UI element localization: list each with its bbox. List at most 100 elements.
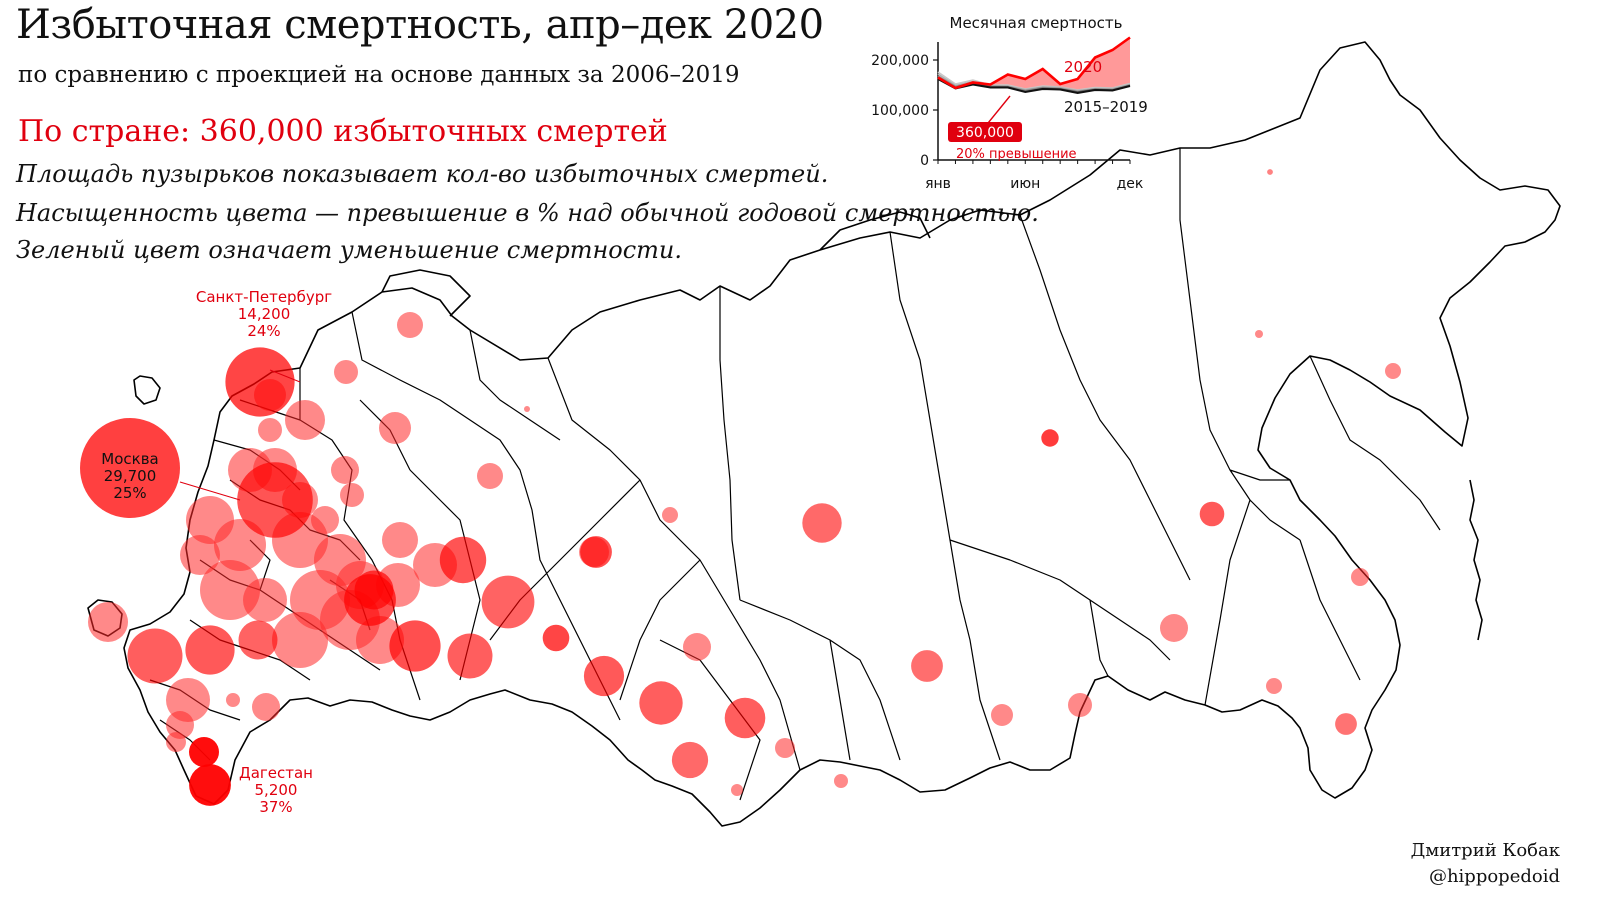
region-bubble	[285, 400, 325, 440]
region-bubble	[166, 732, 186, 752]
inset-badge-total: 360,000	[956, 125, 1014, 141]
map-title: Избыточная смертность, апр–дек 2020	[16, 2, 824, 48]
region-bubble	[88, 602, 128, 642]
region-bubble	[991, 704, 1013, 726]
region-bubble	[311, 506, 339, 534]
region-bubble	[80, 418, 180, 518]
inset-series-line	[937, 78, 1131, 95]
legend-bubble-area: Площадь пузырьков показывает кол-во избы…	[16, 160, 829, 188]
region-bubble	[272, 612, 328, 668]
callout-text: Москва	[101, 450, 158, 468]
region-bubble	[731, 784, 743, 796]
callout-text: 5,200	[255, 781, 298, 799]
region-bubble	[1385, 363, 1401, 379]
region-bubble	[166, 678, 210, 722]
callout-text: 25%	[113, 484, 146, 502]
region-bubble	[354, 570, 394, 610]
region-bubble	[447, 633, 493, 679]
region-bubble	[379, 412, 411, 444]
region-bubble	[580, 536, 612, 568]
region-bubble	[834, 774, 848, 788]
region-bubble	[775, 738, 795, 758]
region-bubble	[189, 737, 219, 767]
region-bubble	[252, 693, 280, 721]
region-bubble	[226, 693, 240, 707]
legend-green-meaning: Зеленый цвет означает уменьшение смертно…	[16, 236, 683, 264]
region-bubble	[1199, 501, 1225, 527]
inset-axes: 0 100,000 200,000 янв июн дек	[871, 42, 1143, 192]
national-total: По стране: 360,000 избыточных смертей	[18, 114, 668, 149]
region-bubble	[238, 620, 278, 660]
inset-y-tick-label: 200,000	[871, 53, 929, 69]
region-bubble	[1266, 678, 1282, 694]
inset-title: Месячная смертность	[950, 14, 1123, 32]
region-bubble	[1255, 330, 1263, 338]
region-bubble	[481, 575, 535, 629]
region-bubble	[1041, 429, 1059, 447]
callout-text: Санкт-Петербург	[196, 288, 332, 306]
inset-x-tick-label: янв	[925, 176, 951, 192]
inset-badge-box	[948, 122, 1022, 142]
inset-y-tick-label: 0	[920, 153, 929, 169]
region-bubble	[382, 522, 418, 558]
region-bubble	[1267, 169, 1273, 175]
region-bubble	[477, 463, 503, 489]
region-bubble	[1335, 713, 1357, 735]
region-bubble	[911, 650, 943, 682]
region-bubble	[1351, 568, 1369, 586]
credit-handle: @hippopedoid	[1428, 866, 1560, 887]
credit: Дмитрий Кобак @hippopedoid	[1411, 838, 1560, 890]
credit-author: Дмитрий Кобак	[1410, 840, 1560, 861]
region-bubble	[724, 697, 766, 739]
inset-badge-pct: 20% превышение	[956, 147, 1077, 162]
region-bubble	[237, 462, 313, 538]
inset-label-2020: 2020	[1064, 58, 1102, 76]
bubble-layer	[80, 169, 1401, 806]
region-bubble	[180, 535, 220, 575]
callout-text: 29,700	[104, 467, 157, 485]
region-bubble	[802, 503, 842, 543]
region-bubble	[389, 620, 441, 672]
taimyr-outline	[819, 211, 931, 251]
region-bubble	[243, 578, 287, 622]
region-bubble	[524, 406, 530, 412]
region-bubble	[334, 360, 358, 384]
russia-outline	[123, 41, 1561, 827]
region-bubble	[583, 655, 625, 697]
region-bubble	[225, 347, 295, 417]
region-bubble	[1068, 693, 1092, 717]
legend-color-saturation: Насыщенность цвета — превышение в % над …	[16, 199, 1039, 227]
region-bubble	[258, 418, 282, 442]
region-bubble	[439, 536, 487, 584]
callout-text: 37%	[259, 798, 292, 816]
inset-x-tick-label: июн	[1010, 176, 1040, 192]
region-bubble	[127, 628, 183, 684]
region-bubble	[683, 633, 711, 661]
region-bubble	[671, 741, 709, 779]
inset-label-baseline: 2015–2019	[1064, 98, 1148, 116]
inset-y-tick-label: 100,000	[871, 103, 929, 119]
kaliningrad-outline	[133, 375, 161, 405]
region-bubble	[166, 711, 194, 739]
region-bubble	[331, 456, 359, 484]
region-bubble	[397, 312, 423, 338]
region-bubble	[185, 625, 235, 675]
map-subtitle: по сравнению с проекцией на основе данны…	[18, 62, 740, 88]
region-bubble	[662, 507, 678, 523]
inset-lines	[937, 36, 1131, 95]
inset-x-tick-label: дек	[1117, 176, 1144, 192]
callout-text: 14,200	[238, 305, 291, 323]
region-bubble	[542, 624, 570, 652]
region-bubble	[340, 483, 364, 507]
region-bubble	[1160, 614, 1188, 642]
callout-text: 24%	[247, 322, 280, 340]
sakhalin-outline	[1469, 479, 1483, 641]
region-bubble	[639, 681, 683, 725]
inset-series-line-2020	[937, 36, 1131, 90]
kola-peninsula-outline	[381, 269, 471, 317]
region-bubble	[214, 519, 266, 571]
region-bubble	[189, 764, 231, 806]
